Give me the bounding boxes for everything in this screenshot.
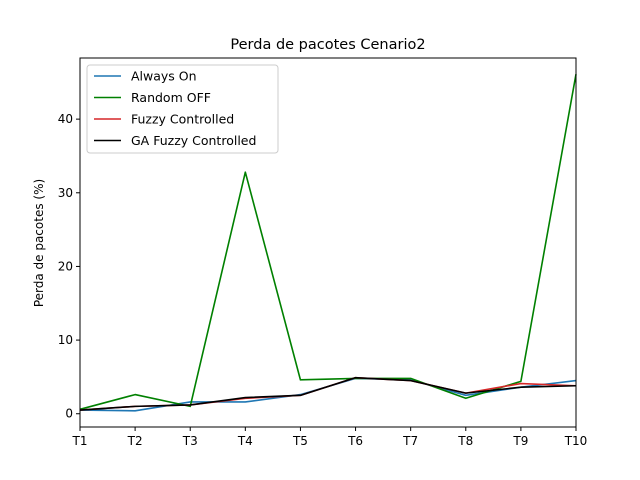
plot-frame (79, 57, 577, 428)
series-line-ga-fuzzy-controlled (79, 376, 577, 411)
tick-layer: T1 T2 T3 T4 T5 T6 T7 T8 T9 T10 0 10 20 30 40 (58, 112, 588, 448)
x-tick-label: T8 (457, 434, 473, 448)
legend: Always On Random OFF Fuzzy Controlled GA Fu… (86, 64, 279, 154)
legend-label: GA Fuzzy Controlled (131, 133, 256, 148)
x-tick-label: T9 (512, 434, 528, 448)
x-tick-label: T3 (182, 434, 198, 448)
y-tick-label: 40 (58, 112, 73, 126)
y-tick-label: 0 (65, 407, 73, 421)
x-tick-label: T5 (292, 434, 308, 448)
x-tick-label: T1 (72, 434, 88, 448)
x-tick-label: T2 (127, 434, 143, 448)
x-tick-label: T6 (347, 434, 363, 448)
legend-label: Fuzzy Controlled (131, 112, 234, 127)
x-tick-label: T4 (237, 434, 253, 448)
series-layer (79, 74, 577, 412)
chart-title: Perda de pacotes Cenario2 (230, 37, 425, 53)
x-tick-label: T10 (564, 434, 588, 448)
y-tick-label: 20 (58, 259, 73, 273)
y-tick-label: 10 (58, 333, 73, 347)
legend-label: Random OFF (131, 90, 211, 105)
y-axis-label: Perda de pacotes (%) (32, 179, 46, 307)
legend-frame (86, 64, 279, 154)
x-tick-label: T7 (402, 434, 418, 448)
legend-label: Always On (131, 69, 197, 84)
y-tick-label: 30 (58, 186, 73, 200)
